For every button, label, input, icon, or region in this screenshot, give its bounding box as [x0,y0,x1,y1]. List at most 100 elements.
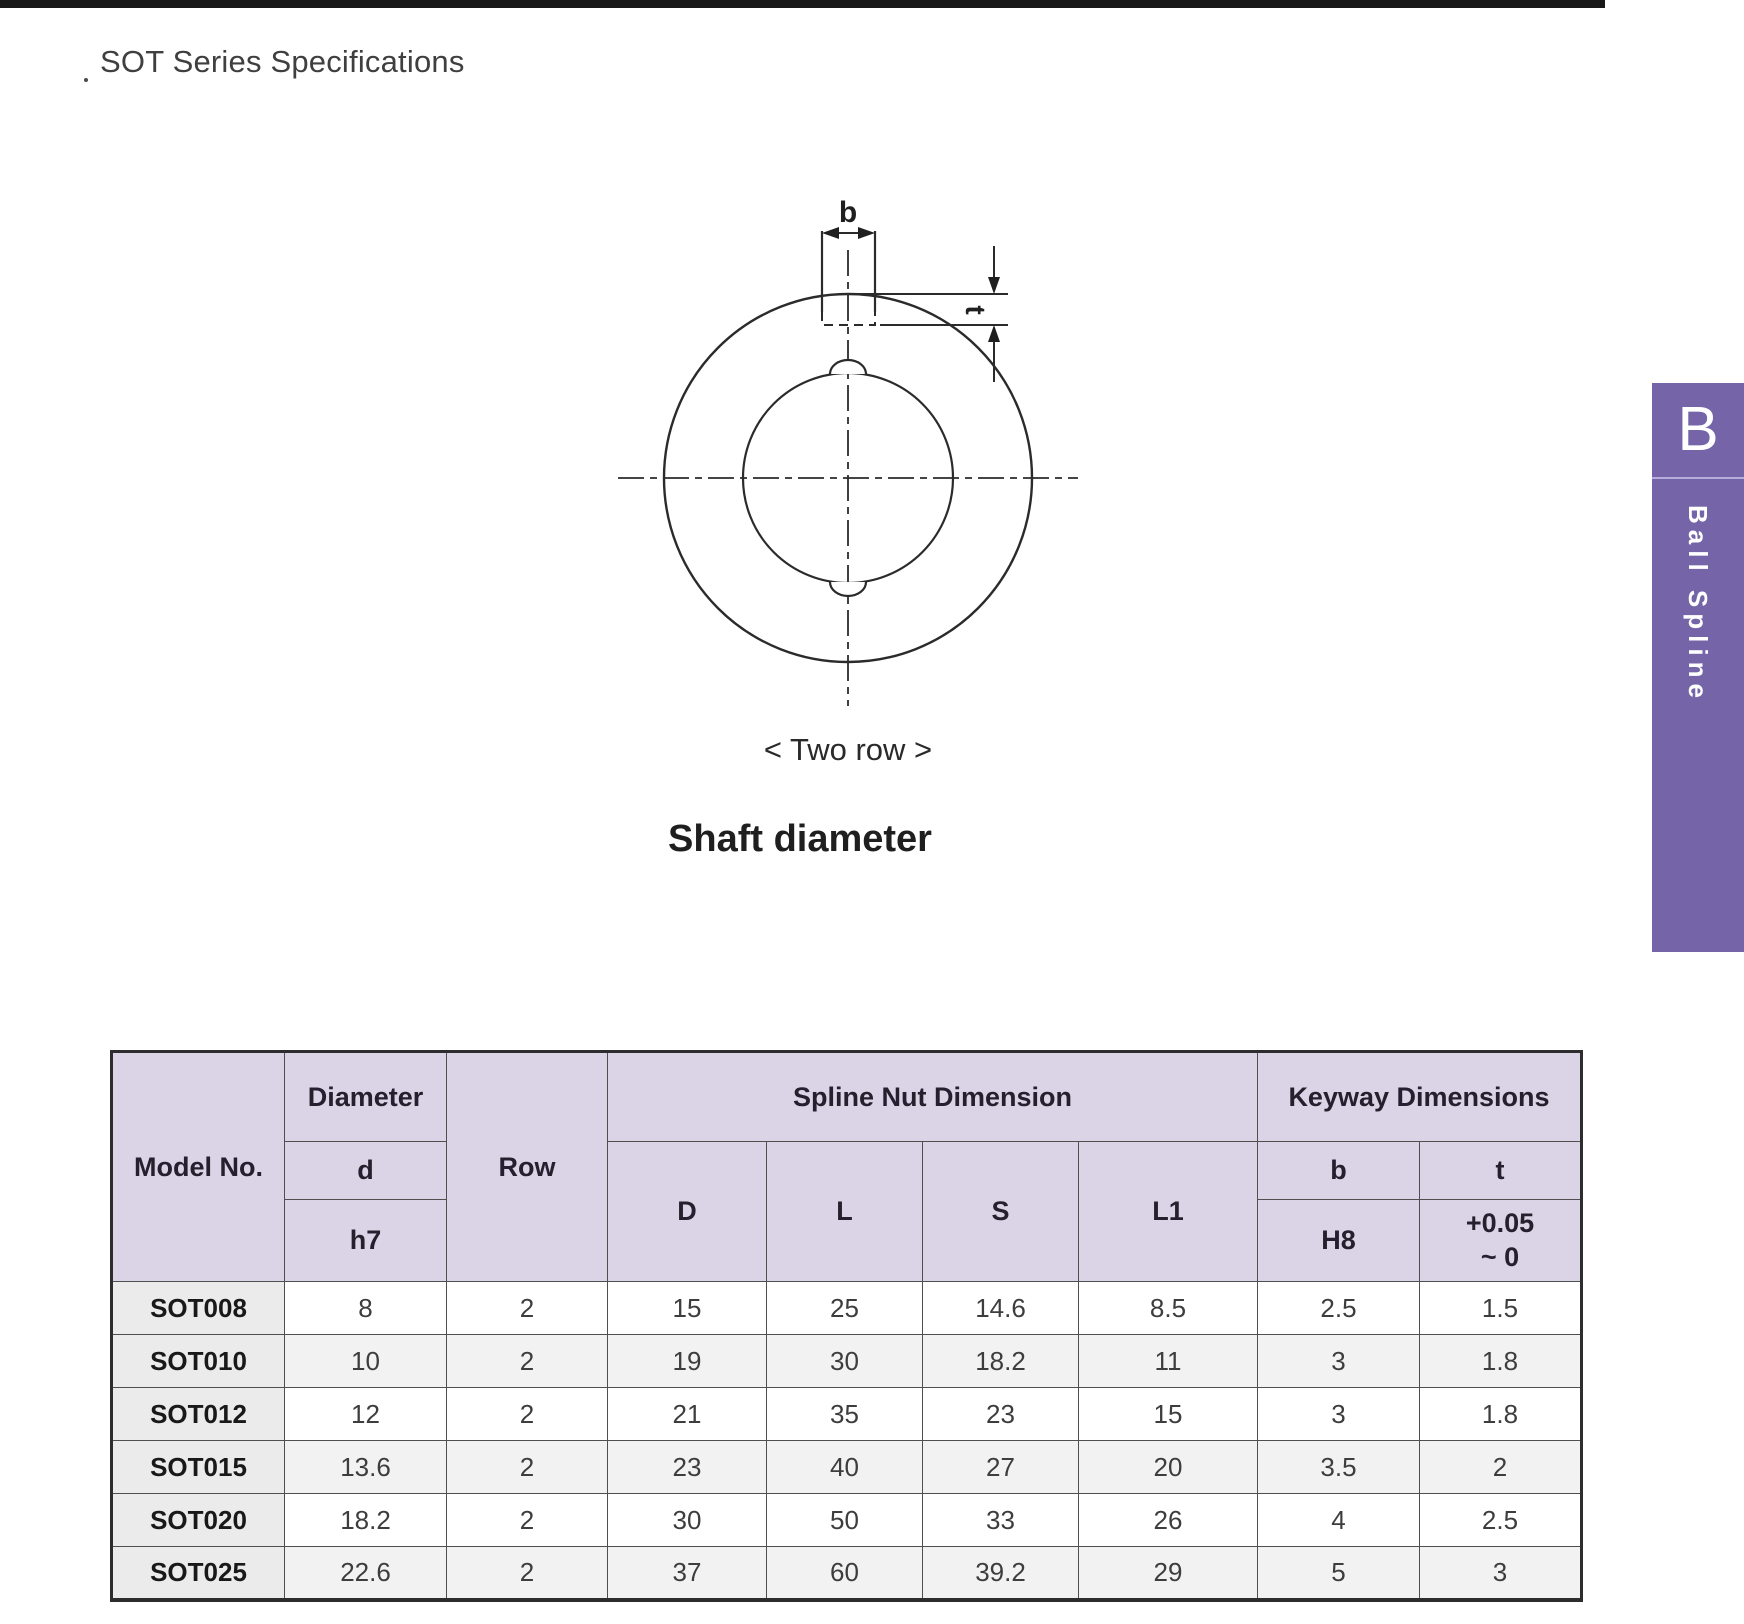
cell-L: 35 [766,1387,923,1441]
cell-L1: 11 [1078,1334,1258,1388]
header-b-tolerance: H8 [1257,1199,1420,1282]
cell-b: 4 [1257,1493,1420,1547]
cell-D: 21 [607,1387,767,1441]
t-tolerance-line1: +0.05 [1465,1207,1535,1238]
cell-L: 60 [766,1546,923,1600]
page-title: SOT Series Specifications [100,44,465,79]
header-col-t: t [1419,1141,1582,1200]
header-h7: h7 [284,1199,447,1282]
header-d: d [284,1141,447,1200]
cell-row: 2 [446,1493,608,1547]
cell-row: 2 [446,1281,608,1335]
ball-groove-bottom [828,581,868,598]
cell-row: 2 [446,1546,608,1600]
t-tolerance-line2: ~ 0 [1480,1241,1520,1272]
cell-L: 25 [766,1281,923,1335]
cell-b: 5 [1257,1546,1420,1600]
model-cell: SOT025 [111,1546,285,1600]
cell-D: 19 [607,1334,767,1388]
cell-row: 2 [446,1334,608,1388]
cell-D: 15 [607,1281,767,1335]
cell-L: 50 [766,1493,923,1547]
side-tab-label: Ball Spline [1683,505,1713,704]
cell-L: 30 [766,1334,923,1388]
side-tab-ball-spline: B Ball Spline [1652,383,1744,952]
cell-S: 39.2 [922,1546,1079,1600]
cell-L: 40 [766,1440,923,1494]
table-row: SOT015 13.6 2 23 40 27 20 3.5 2 [111,1440,1582,1494]
cell-D: 37 [607,1546,767,1600]
header-spline-nut-dimension: Spline Nut Dimension [607,1051,1258,1142]
t-arrow-up [988,325,1000,342]
cell-S: 18.2 [922,1334,1079,1388]
cell-t: 1.8 [1419,1334,1582,1388]
header-col-L1: L1 [1078,1141,1258,1282]
header-row-1: Model No. Diameter Row Spline Nut Dimens… [111,1051,1582,1282]
b-arrow-left [822,227,839,239]
t-arrow-down [988,277,1000,294]
cell-row: 2 [446,1440,608,1494]
spec-table-body: SOT008 8 2 15 25 14.6 8.5 2.5 1.5 SOT010… [111,1281,1582,1600]
cell-d: 22.6 [284,1546,447,1600]
table-row: SOT025 22.6 2 37 60 39.2 29 5 3 [111,1546,1582,1600]
keyway-outline [821,312,876,326]
side-tab-letter: B [1677,395,1719,464]
header-t-tolerance: +0.05 ~ 0 [1419,1199,1582,1282]
table-row: SOT010 10 2 19 30 18.2 11 3 1.8 [111,1334,1582,1388]
cell-S: 23 [922,1387,1079,1441]
header-col-S: S [922,1141,1079,1282]
cell-d: 8 [284,1281,447,1335]
header-row-count: Row [446,1051,608,1282]
cell-D: 23 [607,1440,767,1494]
cell-L1: 29 [1078,1546,1258,1600]
cell-t: 1.5 [1419,1281,1582,1335]
outer-circle [662,292,1034,664]
header-row-2: d D L S L1 b t [112,1141,1582,1282]
table-row: SOT008 8 2 15 25 14.6 8.5 2.5 1.5 [111,1281,1582,1335]
t-label: t [960,305,991,314]
cell-b: 3 [1257,1387,1420,1441]
table-row: SOT020 18.2 2 30 50 33 26 4 2.5 [111,1493,1582,1547]
cell-L1: 26 [1078,1493,1258,1547]
header-col-b: b [1257,1141,1420,1200]
cell-t: 2 [1419,1440,1582,1494]
model-cell: SOT012 [111,1387,285,1441]
keyway-side-lines [820,231,877,312]
cell-L1: 8.5 [1078,1281,1258,1335]
header-col-D: D [607,1141,767,1282]
cell-S: 14.6 [922,1281,1079,1335]
cell-S: 33 [922,1493,1079,1547]
cell-D: 30 [607,1493,767,1547]
model-cell: SOT020 [111,1493,285,1547]
cell-b: 2.5 [1257,1281,1420,1335]
b-arrow-right [858,227,875,239]
b-label: b [839,196,857,229]
shaft-cross-section-diagram: b t [618,196,1078,706]
cell-b: 3.5 [1257,1440,1420,1494]
cell-d: 18.2 [284,1493,447,1547]
spec-table: Model No. Diameter Row Spline Nut Dimens… [110,1050,1583,1602]
cell-L1: 20 [1078,1440,1258,1494]
header-model: Model No. [111,1051,285,1282]
cell-d: 12 [284,1387,447,1441]
ball-groove-top [828,358,868,375]
model-cell: SOT010 [111,1334,285,1388]
header-diameter: Diameter [284,1051,447,1142]
diagram-caption: < Two row > [763,732,933,767]
cell-t: 2.5 [1419,1493,1582,1547]
header-keyway-dimensions: Keyway Dimensions [1257,1051,1582,1142]
model-cell: SOT015 [111,1440,285,1494]
side-tab-divider [1652,477,1744,479]
header-col-L: L [766,1141,923,1282]
top-rule [0,0,1605,8]
shaft-diameter-heading: Shaft diameter [668,818,932,860]
spec-table-header: Model No. Diameter Row Spline Nut Dimens… [111,1051,1582,1282]
cell-d: 10 [284,1334,447,1388]
cell-S: 27 [922,1440,1079,1494]
cell-t: 1.8 [1419,1387,1582,1441]
header-row-3: h7 H8 +0.05 ~ 0 [112,1199,1582,1282]
title-leading-dot [84,78,88,82]
cell-b: 3 [1257,1334,1420,1388]
table-row: SOT012 12 2 21 35 23 15 3 1.8 [111,1387,1582,1441]
